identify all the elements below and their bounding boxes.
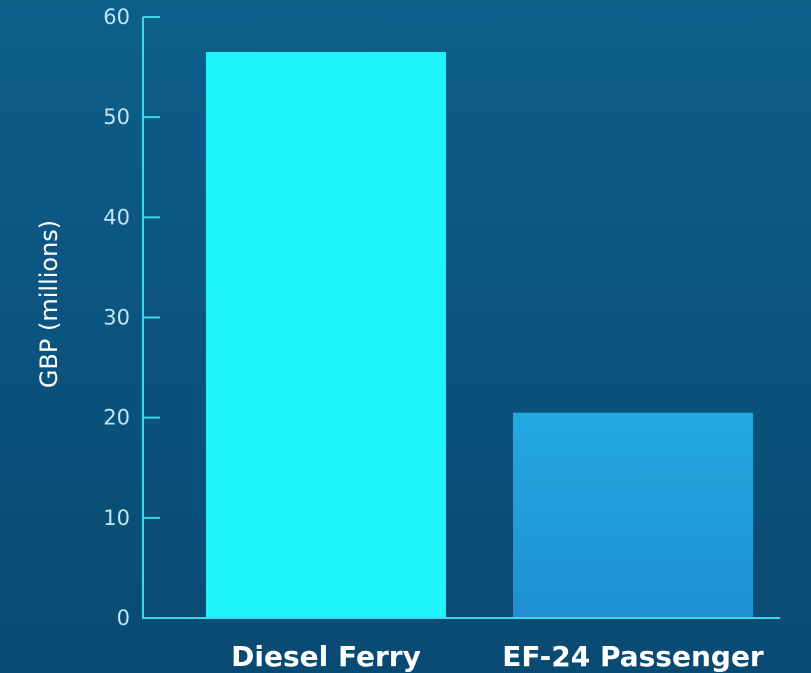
y-axis-title: GBP (millions): [35, 220, 63, 388]
y-ticks-group: 0 10 20 30 40 50 60: [103, 5, 160, 630]
y-tick-label: 20: [103, 406, 130, 430]
y-tick-label: 60: [103, 5, 130, 29]
bars-group: [206, 52, 753, 618]
y-tick-label: 0: [117, 606, 130, 630]
category-label: EF-24 Passenger: [502, 640, 764, 673]
y-tick-label: 30: [103, 306, 130, 330]
y-tick-label: 10: [103, 506, 130, 530]
bar-2: [513, 412, 753, 618]
category-label: Diesel Ferry: [231, 640, 421, 673]
y-tick-label: 40: [103, 205, 130, 229]
y-tick-label: 50: [103, 105, 130, 129]
category-labels-group: Diesel Ferry EF-24 Passenger: [231, 640, 764, 673]
bar-1: [206, 52, 446, 618]
